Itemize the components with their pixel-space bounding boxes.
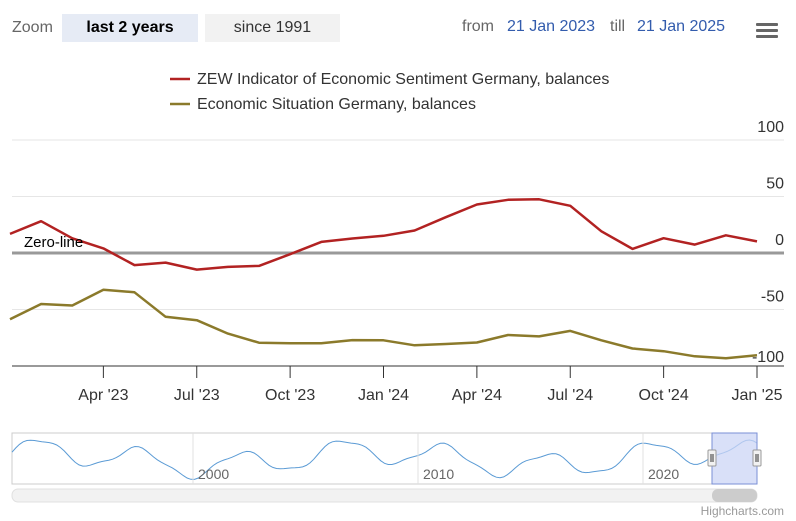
x-tick-label: Oct '23 — [265, 387, 315, 404]
y-tick-label: -50 — [761, 289, 784, 306]
navigator[interactable]: 2000 2010 2020 — [11, 432, 762, 503]
navigator-year-label: 2020 — [648, 466, 679, 482]
x-tick-label: Jan '24 — [358, 387, 409, 404]
range-button-since-1991[interactable]: since 1991 — [205, 14, 340, 42]
series-lines — [9, 198, 758, 360]
scrollbar-thumb[interactable] — [712, 489, 757, 502]
till-label: till — [610, 18, 626, 35]
credits-link[interactable]: Highcharts.com — [700, 504, 784, 518]
y-tick-label: 50 — [766, 176, 784, 193]
legend-item-sentiment[interactable]: ZEW Indicator of Economic Sentiment Germ… — [197, 71, 609, 88]
till-date-input[interactable]: 21 Jan 2025 — [637, 18, 726, 35]
legend-item-situation[interactable]: Economic Situation Germany, balances — [197, 96, 476, 113]
from-date-input[interactable]: 21 Jan 2023 — [507, 18, 596, 35]
x-tick-label: Jul '24 — [547, 387, 593, 404]
range-button-last-2-years[interactable]: last 2 years — [62, 14, 198, 42]
grid-lines — [12, 139, 784, 367]
x-tick-label: Oct '24 — [639, 387, 689, 404]
navigator-year-label: 2010 — [423, 466, 454, 482]
legend[interactable]: ZEW Indicator of Economic Sentiment Germ… — [170, 71, 609, 113]
y-axis-labels: 100 50 0 -50 -100 — [752, 119, 784, 366]
x-tick-label: Apr '24 — [452, 387, 502, 404]
x-tick-label: Jul '23 — [174, 387, 220, 404]
navigator-series — [11, 439, 758, 480]
series-line-situation[interactable] — [9, 288, 758, 360]
x-tick-label: Jan '25 — [731, 387, 782, 404]
navigator-handle-right[interactable] — [752, 449, 762, 467]
from-label: from — [462, 18, 494, 35]
series-line-sentiment[interactable] — [9, 198, 758, 271]
y-tick-label: -100 — [752, 349, 784, 366]
y-tick-label: 0 — [775, 232, 784, 249]
y-tick-label: 100 — [757, 119, 784, 136]
scrollbar-track[interactable] — [11, 488, 758, 503]
navigator-selection[interactable] — [711, 432, 758, 485]
x-tick-label: Apr '23 — [78, 387, 128, 404]
navigator-year-label: 2000 — [198, 466, 229, 482]
x-axis-labels: Apr '23 Jul '23 Oct '23 Jan '24 Apr '24 Jul '… — [78, 366, 783, 404]
zero-line-label: Zero-line — [24, 234, 83, 251]
navigator-handle-left[interactable] — [707, 449, 717, 467]
hamburger-menu-icon[interactable] — [754, 20, 780, 44]
zoom-label: Zoom — [12, 19, 53, 36]
navigator-outline — [11, 432, 758, 485]
